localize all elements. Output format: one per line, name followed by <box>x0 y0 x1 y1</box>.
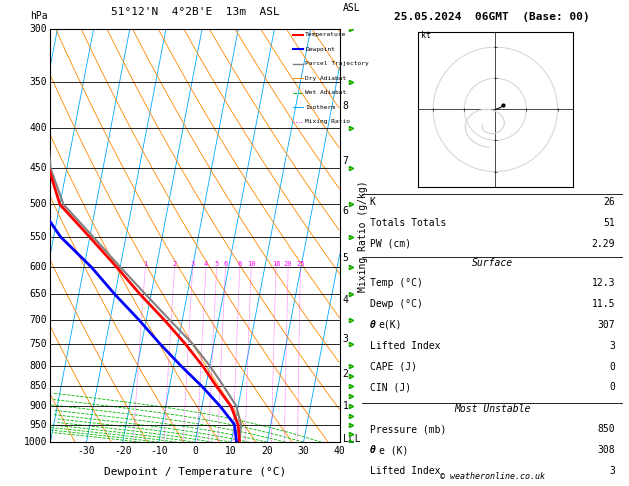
Text: Dewpoint / Temperature (°C): Dewpoint / Temperature (°C) <box>104 467 286 477</box>
Text: 8: 8 <box>238 261 242 267</box>
Text: 550: 550 <box>30 232 47 242</box>
Text: K: K <box>369 197 376 207</box>
Text: 400: 400 <box>30 123 47 133</box>
Text: 500: 500 <box>30 199 47 209</box>
Text: 700: 700 <box>30 315 47 325</box>
Text: 0: 0 <box>609 382 615 393</box>
Text: km
ASL: km ASL <box>342 0 360 13</box>
Text: 8: 8 <box>343 101 348 111</box>
Text: 2: 2 <box>172 261 177 267</box>
Text: 0: 0 <box>609 362 615 372</box>
Text: 51°12'N  4°2B'E  13m  ASL: 51°12'N 4°2B'E 13m ASL <box>111 7 279 17</box>
Text: 30: 30 <box>298 446 309 456</box>
Text: 350: 350 <box>30 77 47 87</box>
Text: Most Unstable: Most Unstable <box>454 404 530 415</box>
Text: 20: 20 <box>284 261 292 267</box>
Text: 4: 4 <box>343 295 348 305</box>
Text: 307: 307 <box>598 320 615 330</box>
Text: 450: 450 <box>30 163 47 174</box>
Text: CIN (J): CIN (J) <box>369 382 411 393</box>
Text: Mixing Ratio (g/kg): Mixing Ratio (g/kg) <box>358 180 368 292</box>
Text: 3: 3 <box>191 261 195 267</box>
Text: 0: 0 <box>192 446 198 456</box>
Text: 25.05.2024  06GMT  (Base: 00): 25.05.2024 06GMT (Base: 00) <box>394 12 590 22</box>
Text: e(K): e(K) <box>379 320 402 330</box>
Text: 3: 3 <box>609 466 615 476</box>
Text: Temp (°C): Temp (°C) <box>369 278 423 288</box>
Text: θ: θ <box>369 320 376 330</box>
Text: -10: -10 <box>150 446 168 456</box>
Text: 900: 900 <box>30 401 47 411</box>
Text: Wet Adiabat: Wet Adiabat <box>305 90 347 95</box>
Text: 850: 850 <box>598 424 615 434</box>
Text: 308: 308 <box>598 445 615 455</box>
Text: 1: 1 <box>343 401 348 411</box>
Text: 1: 1 <box>143 261 147 267</box>
Text: e (K): e (K) <box>379 445 408 455</box>
Text: 5: 5 <box>214 261 219 267</box>
Text: 650: 650 <box>30 290 47 299</box>
Text: 950: 950 <box>30 419 47 430</box>
Text: 40: 40 <box>334 446 345 456</box>
Text: hPa: hPa <box>30 11 48 21</box>
Text: 300: 300 <box>30 24 47 34</box>
Text: 750: 750 <box>30 339 47 348</box>
Text: Mixing Ratio: Mixing Ratio <box>305 120 350 124</box>
Text: kt: kt <box>421 31 431 40</box>
Text: CAPE (J): CAPE (J) <box>369 362 416 372</box>
Text: 3: 3 <box>343 334 348 344</box>
Text: 10: 10 <box>247 261 255 267</box>
Text: θ: θ <box>369 445 376 455</box>
Text: 25: 25 <box>296 261 305 267</box>
Text: -30: -30 <box>77 446 96 456</box>
Text: 3: 3 <box>609 341 615 351</box>
Text: 6: 6 <box>343 206 348 216</box>
Text: Surface: Surface <box>472 258 513 268</box>
Text: 51: 51 <box>603 218 615 228</box>
Text: 5: 5 <box>343 253 348 263</box>
Text: Temperature: Temperature <box>305 33 347 37</box>
Text: 4: 4 <box>204 261 208 267</box>
Text: Isotherm: Isotherm <box>305 105 335 110</box>
Text: Parcel Trajectory: Parcel Trajectory <box>305 61 369 66</box>
Text: LCL: LCL <box>343 434 360 444</box>
Text: Dewp (°C): Dewp (°C) <box>369 299 423 309</box>
Text: Pressure (mb): Pressure (mb) <box>369 424 446 434</box>
Text: Lifted Index: Lifted Index <box>369 466 440 476</box>
Text: PW (cm): PW (cm) <box>369 239 411 249</box>
Text: 11.5: 11.5 <box>591 299 615 309</box>
Text: 2.29: 2.29 <box>591 239 615 249</box>
Text: Totals Totals: Totals Totals <box>369 218 446 228</box>
Text: Dry Adiabat: Dry Adiabat <box>305 76 347 81</box>
Text: 7: 7 <box>343 156 348 166</box>
Text: 16: 16 <box>272 261 281 267</box>
Text: 26: 26 <box>603 197 615 207</box>
Text: 6: 6 <box>223 261 228 267</box>
Text: 12.3: 12.3 <box>591 278 615 288</box>
Text: 2: 2 <box>343 369 348 379</box>
Text: 800: 800 <box>30 361 47 371</box>
Text: © weatheronline.co.uk: © weatheronline.co.uk <box>440 472 545 481</box>
Text: Lifted Index: Lifted Index <box>369 341 440 351</box>
Text: 20: 20 <box>262 446 273 456</box>
Text: 850: 850 <box>30 382 47 392</box>
Text: 600: 600 <box>30 262 47 272</box>
Text: 1000: 1000 <box>24 437 47 447</box>
Text: 10: 10 <box>225 446 237 456</box>
Text: Dewpoint: Dewpoint <box>305 47 335 52</box>
Text: -20: -20 <box>114 446 131 456</box>
